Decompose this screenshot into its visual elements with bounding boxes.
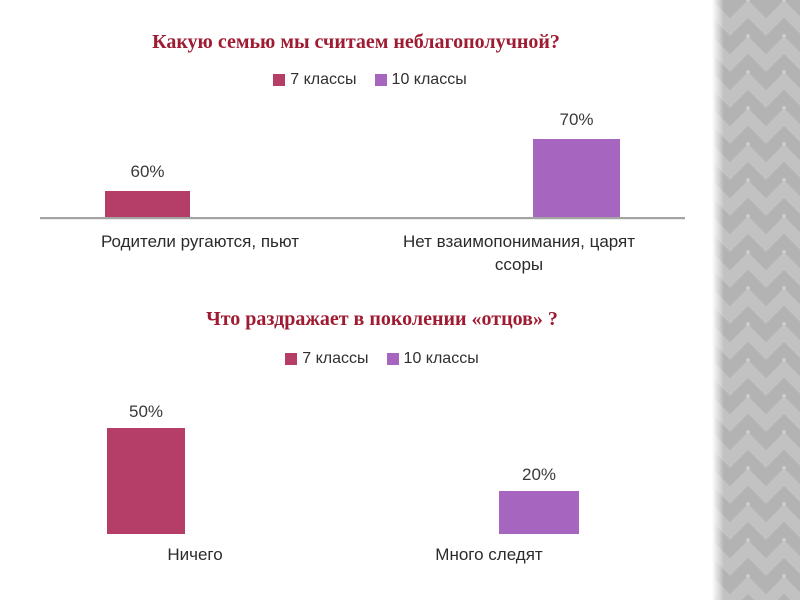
legend-swatch-10-klassy-icon <box>386 353 399 365</box>
legend-item-7-klassy: 7 классы <box>285 350 369 368</box>
bar-7-klassy <box>107 428 185 534</box>
bar-7-klassy <box>105 191 190 217</box>
value-label: 20% <box>521 465 557 484</box>
legend-swatch-7-klassy-icon <box>285 353 298 365</box>
legend-swatch-7-klassy-icon <box>273 74 286 86</box>
bar-10-klassy <box>533 139 620 217</box>
decor-sidebar-pattern <box>712 0 800 600</box>
legend-label: 7 классы <box>302 350 369 367</box>
legend: 7 классы 10 классы <box>40 350 724 368</box>
x-axis-line <box>40 217 685 219</box>
bar-10-klassy <box>499 491 579 534</box>
legend-item-10-klassy: 10 классы <box>386 350 479 368</box>
value-label: 60% <box>130 162 165 181</box>
category-label: Ничего <box>167 545 223 564</box>
value-label: 70% <box>559 110 594 129</box>
value-label: 50% <box>128 402 164 421</box>
legend: 7 классы 10 классы <box>14 71 726 89</box>
legend-swatch-10-klassy-icon <box>374 74 387 86</box>
legend-label: 7 классы <box>290 71 357 88</box>
legend-label: 10 классы <box>391 71 467 88</box>
legend-item-10-klassy: 10 классы <box>374 71 467 89</box>
category-label: Нет взаимопонимания, царят ссоры <box>402 232 636 274</box>
category-label: Много следят <box>435 545 543 564</box>
chart-title: Что раздражает в поколении «отцов» ? <box>206 308 558 330</box>
legend-label: 10 классы <box>403 350 479 367</box>
category-label: Родители ругаются, пьют <box>100 232 300 251</box>
chart-title: Какую семью мы считаем неблагополучной? <box>152 31 560 53</box>
legend-item-7-klassy: 7 классы <box>273 71 357 89</box>
